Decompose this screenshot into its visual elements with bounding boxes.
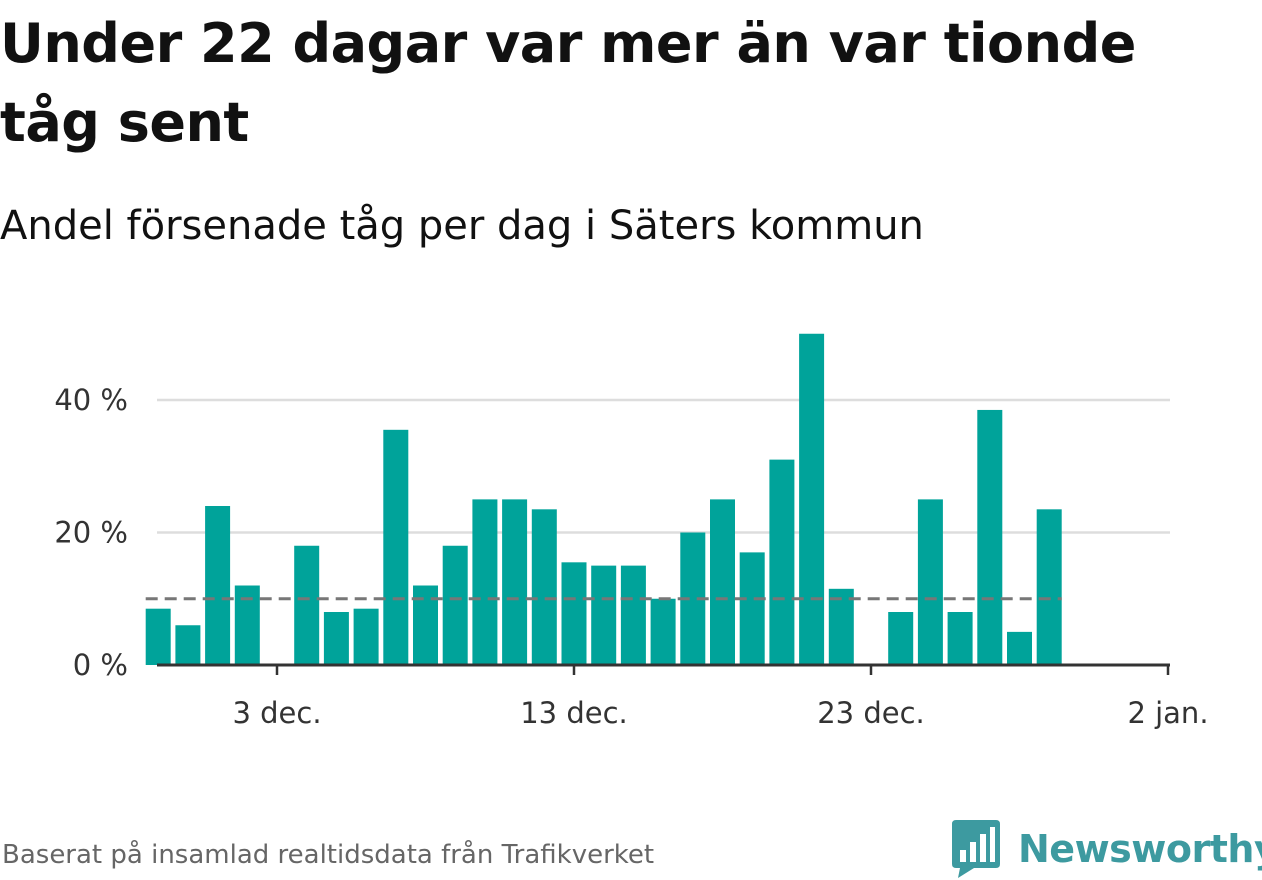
newsworthy-logo-icon [952,820,1000,878]
bar [472,499,498,665]
bar [531,509,557,665]
bar [294,545,320,665]
bar [1036,509,1062,665]
source-note: Baserat på insamlad realtidsdata från Tr… [2,840,655,870]
bar [620,565,646,665]
bar [977,409,1003,665]
brand-name: Newsworthy [1018,827,1262,871]
y-tick-label: 0 % [73,648,128,682]
bar [442,545,468,665]
bar [323,612,349,665]
bar-chart: 0 % 20 % 40 % 3 dec. 13 dec. 23 dec. 2 jan. [54,333,1209,730]
bar [175,625,201,665]
bar [205,506,231,665]
y-tick-label: 40 % [54,383,128,417]
bar [888,612,914,665]
bar [739,552,765,665]
x-tick-label: 13 dec. [520,696,628,730]
chart-title: Under 22 dagar var mer än var tionde tåg… [0,12,1136,154]
bar [947,612,973,665]
bar [710,499,735,665]
bar [502,499,528,665]
bar [1007,631,1032,665]
x-tick-label: 23 dec. [817,696,925,730]
bar [561,562,587,665]
x-tick-label: 3 dec. [232,696,321,730]
bar [383,429,409,665]
bar [145,608,171,665]
chart-subtitle: Andel försenade tåg per dag i Säters kom… [0,203,924,249]
brand-logo: Newsworthy [950,818,1262,880]
bar [353,608,379,665]
bar [799,333,825,665]
bar [591,565,617,665]
bar [828,588,854,665]
x-tick-label: 2 jan. [1127,696,1208,730]
bar [917,499,943,665]
bar [769,459,795,665]
y-tick-label: 20 % [54,516,128,550]
bar [650,598,676,665]
